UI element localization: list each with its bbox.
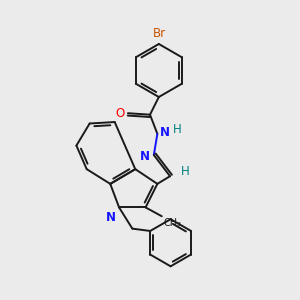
- Text: N: N: [160, 126, 170, 139]
- Text: N: N: [106, 211, 116, 224]
- Text: H: H: [181, 165, 190, 178]
- Text: O: O: [115, 107, 124, 120]
- Text: N: N: [140, 150, 150, 163]
- Text: Br: Br: [153, 27, 166, 40]
- Text: CH₃: CH₃: [163, 218, 182, 228]
- Text: H: H: [173, 123, 182, 136]
